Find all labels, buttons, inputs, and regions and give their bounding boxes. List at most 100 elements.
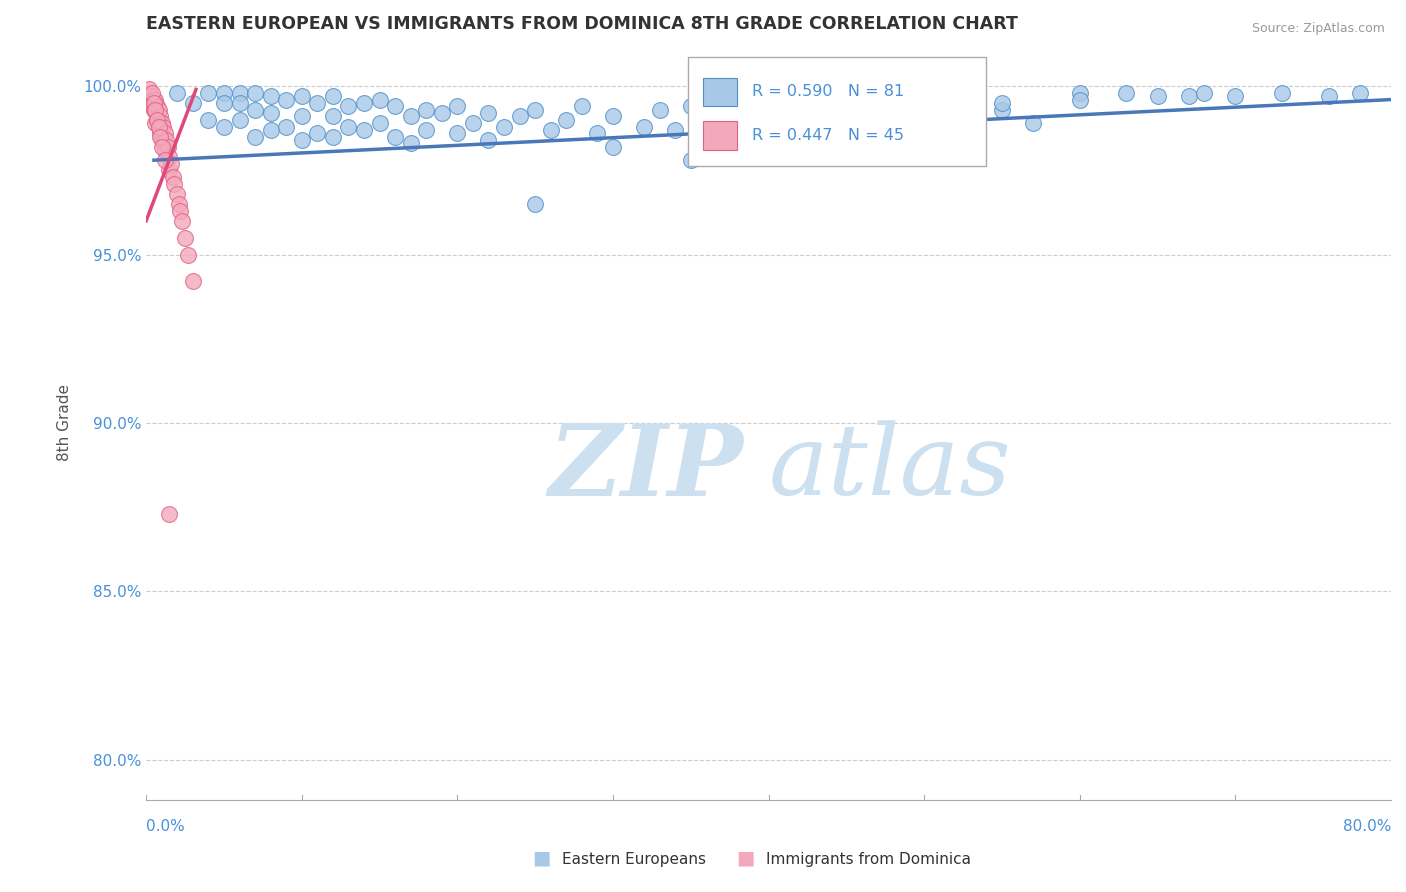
Point xyxy=(162,169,184,184)
Point xyxy=(181,95,204,110)
Point xyxy=(555,112,578,127)
Point xyxy=(727,120,749,134)
Point xyxy=(149,126,172,140)
Point xyxy=(524,197,547,211)
Point xyxy=(1177,89,1199,103)
Point xyxy=(243,103,266,117)
Point xyxy=(1069,93,1091,107)
Point xyxy=(228,86,250,100)
Point xyxy=(160,156,183,170)
Point xyxy=(149,129,172,144)
Point xyxy=(139,95,162,110)
Point xyxy=(170,214,193,228)
Point xyxy=(291,133,314,147)
Point xyxy=(149,110,172,124)
Point xyxy=(882,120,904,134)
Text: EASTERN EUROPEAN VS IMMIGRANTS FROM DOMINICA 8TH GRADE CORRELATION CHART: EASTERN EUROPEAN VS IMMIGRANTS FROM DOMI… xyxy=(146,15,1018,33)
Point xyxy=(912,106,935,120)
Text: ZIP: ZIP xyxy=(548,420,744,516)
Point xyxy=(259,89,281,103)
Point xyxy=(276,93,298,107)
Point xyxy=(509,110,531,124)
Point xyxy=(141,93,163,107)
Point xyxy=(1146,89,1168,103)
Point xyxy=(177,247,200,261)
Point xyxy=(146,112,169,127)
Point xyxy=(152,136,174,151)
Point xyxy=(159,150,181,164)
Point xyxy=(159,163,181,178)
Point xyxy=(492,120,515,134)
Point xyxy=(1348,86,1371,100)
Point xyxy=(1194,86,1216,100)
Point xyxy=(139,89,162,103)
Point xyxy=(477,106,499,120)
Point xyxy=(415,123,437,137)
Point xyxy=(166,86,188,100)
Point xyxy=(243,86,266,100)
Point xyxy=(142,95,165,110)
Point xyxy=(212,95,235,110)
Point xyxy=(524,103,547,117)
Point xyxy=(197,86,219,100)
Point xyxy=(153,126,176,140)
Point xyxy=(991,103,1014,117)
Point xyxy=(540,123,562,137)
Point xyxy=(789,116,811,130)
Point xyxy=(851,103,873,117)
Bar xyxy=(703,121,738,150)
Point xyxy=(150,116,173,130)
Point xyxy=(152,120,174,134)
Point xyxy=(145,116,167,130)
Point xyxy=(148,120,170,134)
Point xyxy=(758,106,780,120)
Point xyxy=(679,153,702,168)
Text: 0.0%: 0.0% xyxy=(146,819,186,834)
Point xyxy=(243,129,266,144)
Point xyxy=(138,82,160,96)
Point xyxy=(148,120,170,134)
Point xyxy=(384,99,406,113)
Point xyxy=(461,116,484,130)
Text: Eastern Europeans: Eastern Europeans xyxy=(562,852,706,867)
Point xyxy=(197,112,219,127)
Point xyxy=(145,103,167,117)
Point xyxy=(167,197,190,211)
Point xyxy=(141,86,163,100)
Text: R = 0.590   N = 81: R = 0.590 N = 81 xyxy=(752,85,904,100)
Point xyxy=(477,133,499,147)
Point xyxy=(820,110,842,124)
Point xyxy=(710,112,733,127)
Point xyxy=(991,95,1014,110)
Point xyxy=(1271,86,1294,100)
Point xyxy=(141,99,163,113)
Point xyxy=(368,93,391,107)
Point xyxy=(166,186,188,201)
Point xyxy=(602,110,624,124)
Point xyxy=(368,116,391,130)
Point xyxy=(145,93,167,107)
Point xyxy=(307,95,329,110)
Point xyxy=(1115,86,1137,100)
Point xyxy=(337,99,360,113)
Point xyxy=(399,110,422,124)
Point xyxy=(571,99,593,113)
Point xyxy=(430,106,453,120)
Point xyxy=(146,99,169,113)
Point xyxy=(1069,86,1091,100)
Point xyxy=(146,112,169,127)
Point xyxy=(353,123,375,137)
Point xyxy=(156,139,179,153)
Point xyxy=(943,110,966,124)
Point xyxy=(145,103,167,117)
Text: ■: ■ xyxy=(735,848,755,867)
Point xyxy=(322,129,344,144)
Text: Source: ZipAtlas.com: Source: ZipAtlas.com xyxy=(1251,22,1385,36)
Point xyxy=(212,120,235,134)
Point xyxy=(1225,89,1247,103)
Point xyxy=(399,136,422,151)
Point xyxy=(1022,116,1045,130)
Point xyxy=(322,110,344,124)
Point xyxy=(446,99,468,113)
Bar xyxy=(703,78,738,106)
